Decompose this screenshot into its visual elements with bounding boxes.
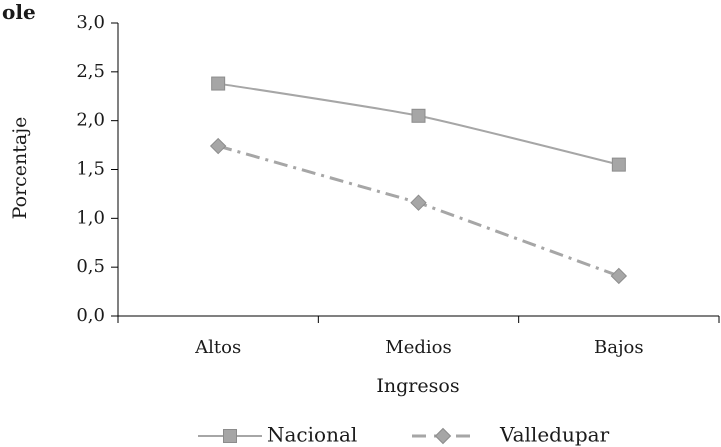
series-line-nacional <box>218 82 620 166</box>
legend-marker-valledupar <box>434 427 452 445</box>
y-tick-label: 2,0 <box>76 110 105 131</box>
y-tick-label: 1,0 <box>76 207 105 228</box>
series-layer <box>209 76 628 285</box>
y-tick-label: 0,0 <box>76 305 105 326</box>
data-point-valledupar <box>610 267 628 285</box>
legend: Nacional Valledupar <box>198 423 610 447</box>
x-tick-label: Bajos <box>594 337 644 358</box>
axes <box>117 23 719 317</box>
data-point-nacional <box>411 108 426 123</box>
x-tick-label: Altos <box>194 337 241 358</box>
y-ticks: 0,0 0,5 1,0 1,5 2,0 2,5 3,0 <box>76 12 118 326</box>
data-point-nacional <box>211 76 226 91</box>
y-tick-label: 3,0 <box>76 12 105 33</box>
x-tick-label: Medios <box>385 337 451 358</box>
legend-label-valledupar: Valledupar <box>499 423 610 447</box>
legend-marker-nacional <box>223 429 237 443</box>
x-ticks: Altos Medios Bajos <box>117 316 720 358</box>
y-tick-label: 1,5 <box>76 159 105 180</box>
y-tick-label: 2,5 <box>76 61 105 82</box>
data-point-valledupar <box>410 194 427 211</box>
y-axis-title: Porcentaje <box>9 117 31 220</box>
data-point-nacional <box>611 157 626 172</box>
x-axis-title: Ingresos <box>376 375 459 397</box>
data-point-valledupar <box>209 137 227 155</box>
y-tick-label: 0,5 <box>76 256 105 277</box>
series-line-valledupar <box>217 144 620 278</box>
legend-label-nacional: Nacional <box>267 423 357 447</box>
corner-text-fragment: ole <box>2 0 36 24</box>
